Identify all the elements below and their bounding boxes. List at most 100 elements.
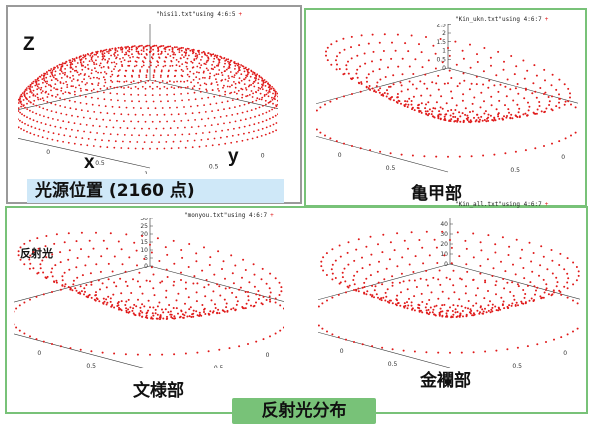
- data-point: [60, 65, 63, 68]
- data-point: [410, 304, 413, 307]
- data-point: [241, 96, 244, 99]
- data-point: [98, 300, 101, 303]
- data-point: [139, 70, 141, 73]
- data-point: [187, 48, 190, 50]
- data-point: [78, 84, 81, 87]
- data-point: [173, 52, 175, 54]
- data-point: [70, 61, 72, 64]
- data-point: [221, 268, 223, 270]
- data-point: [481, 308, 484, 311]
- data-point: [195, 57, 198, 60]
- data-point: [198, 53, 201, 55]
- data-point: [143, 141, 146, 143]
- data-point: [428, 299, 431, 301]
- data-point: [335, 97, 338, 100]
- data-point: [63, 241, 66, 244]
- data-point: [206, 54, 208, 57]
- data-point: [460, 351, 463, 354]
- data-point: [503, 287, 506, 290]
- data-point: [396, 93, 399, 95]
- data-point: [133, 65, 136, 68]
- data-point: [163, 113, 166, 116]
- data-point: [448, 54, 451, 57]
- data-point: [560, 293, 563, 296]
- data-point: [534, 90, 537, 93]
- data-point: [205, 145, 208, 147]
- data-point: [407, 50, 410, 53]
- data-point: [33, 99, 36, 102]
- caption-box-light: 光源位置 (2160 点): [27, 179, 284, 203]
- data-point: [476, 309, 479, 312]
- data-point: [117, 46, 120, 49]
- data-point: [450, 109, 453, 111]
- data-point: [29, 109, 31, 112]
- data-point: [320, 265, 323, 268]
- data-point: [228, 347, 231, 350]
- data-point: [124, 53, 126, 56]
- data-point: [105, 72, 108, 75]
- data-point: [448, 69, 451, 72]
- data-point: [214, 307, 217, 309]
- data-point: [59, 345, 62, 348]
- data-point: [199, 66, 202, 69]
- data-point: [385, 295, 388, 298]
- data-point: [447, 109, 449, 112]
- data-point: [149, 51, 151, 53]
- data-point: [129, 60, 132, 63]
- data-point: [259, 92, 262, 95]
- data-point: [75, 65, 77, 68]
- data-point: [204, 53, 206, 56]
- data-point: [353, 259, 356, 262]
- data-point: [371, 284, 374, 287]
- data-point: [188, 99, 190, 101]
- data-point: [155, 66, 158, 68]
- data-point: [456, 119, 459, 122]
- data-point: [447, 155, 449, 158]
- data-point: [270, 87, 273, 90]
- data-point: [98, 64, 101, 67]
- data-point: [320, 260, 323, 263]
- data-point: [228, 63, 231, 66]
- data-point: [369, 293, 372, 296]
- data-point: [93, 61, 95, 64]
- data-point: [150, 266, 153, 269]
- data-point: [341, 276, 344, 279]
- data-point: [61, 284, 64, 287]
- data-point: [218, 90, 220, 92]
- data-point: [49, 69, 52, 72]
- data-point: [26, 116, 28, 119]
- data-point: [411, 106, 414, 109]
- data-point: [248, 79, 251, 82]
- data-point: [176, 48, 179, 51]
- data-point: [223, 122, 225, 125]
- data-point: [178, 316, 181, 319]
- data-point: [146, 69, 149, 71]
- data-point: [102, 54, 104, 56]
- data-point: [452, 115, 455, 118]
- data-point: [87, 53, 90, 56]
- data-point: [142, 64, 145, 67]
- data-point: [375, 293, 378, 296]
- data-point: [242, 258, 245, 261]
- data-point: [219, 136, 222, 139]
- data-point: [319, 106, 322, 109]
- data-point: [137, 50, 140, 53]
- data-point: [472, 279, 475, 281]
- data-point: [269, 100, 272, 103]
- data-point: [577, 270, 580, 273]
- data-point: [277, 113, 278, 116]
- data-point: [68, 268, 71, 271]
- data-point: [195, 76, 198, 79]
- data-point: [68, 249, 71, 252]
- data-point: [131, 100, 133, 103]
- data-point: [455, 63, 458, 66]
- data-point: [255, 99, 258, 102]
- data-point: [331, 248, 334, 251]
- data-point: [336, 63, 338, 66]
- data-point: [269, 117, 271, 120]
- plot-monyou: 051015202530354045-1-0.500.51-1-0.500.51: [14, 218, 284, 368]
- data-point: [160, 52, 163, 54]
- data-point: [130, 120, 132, 123]
- data-point: [543, 145, 545, 147]
- data-point: [24, 106, 26, 109]
